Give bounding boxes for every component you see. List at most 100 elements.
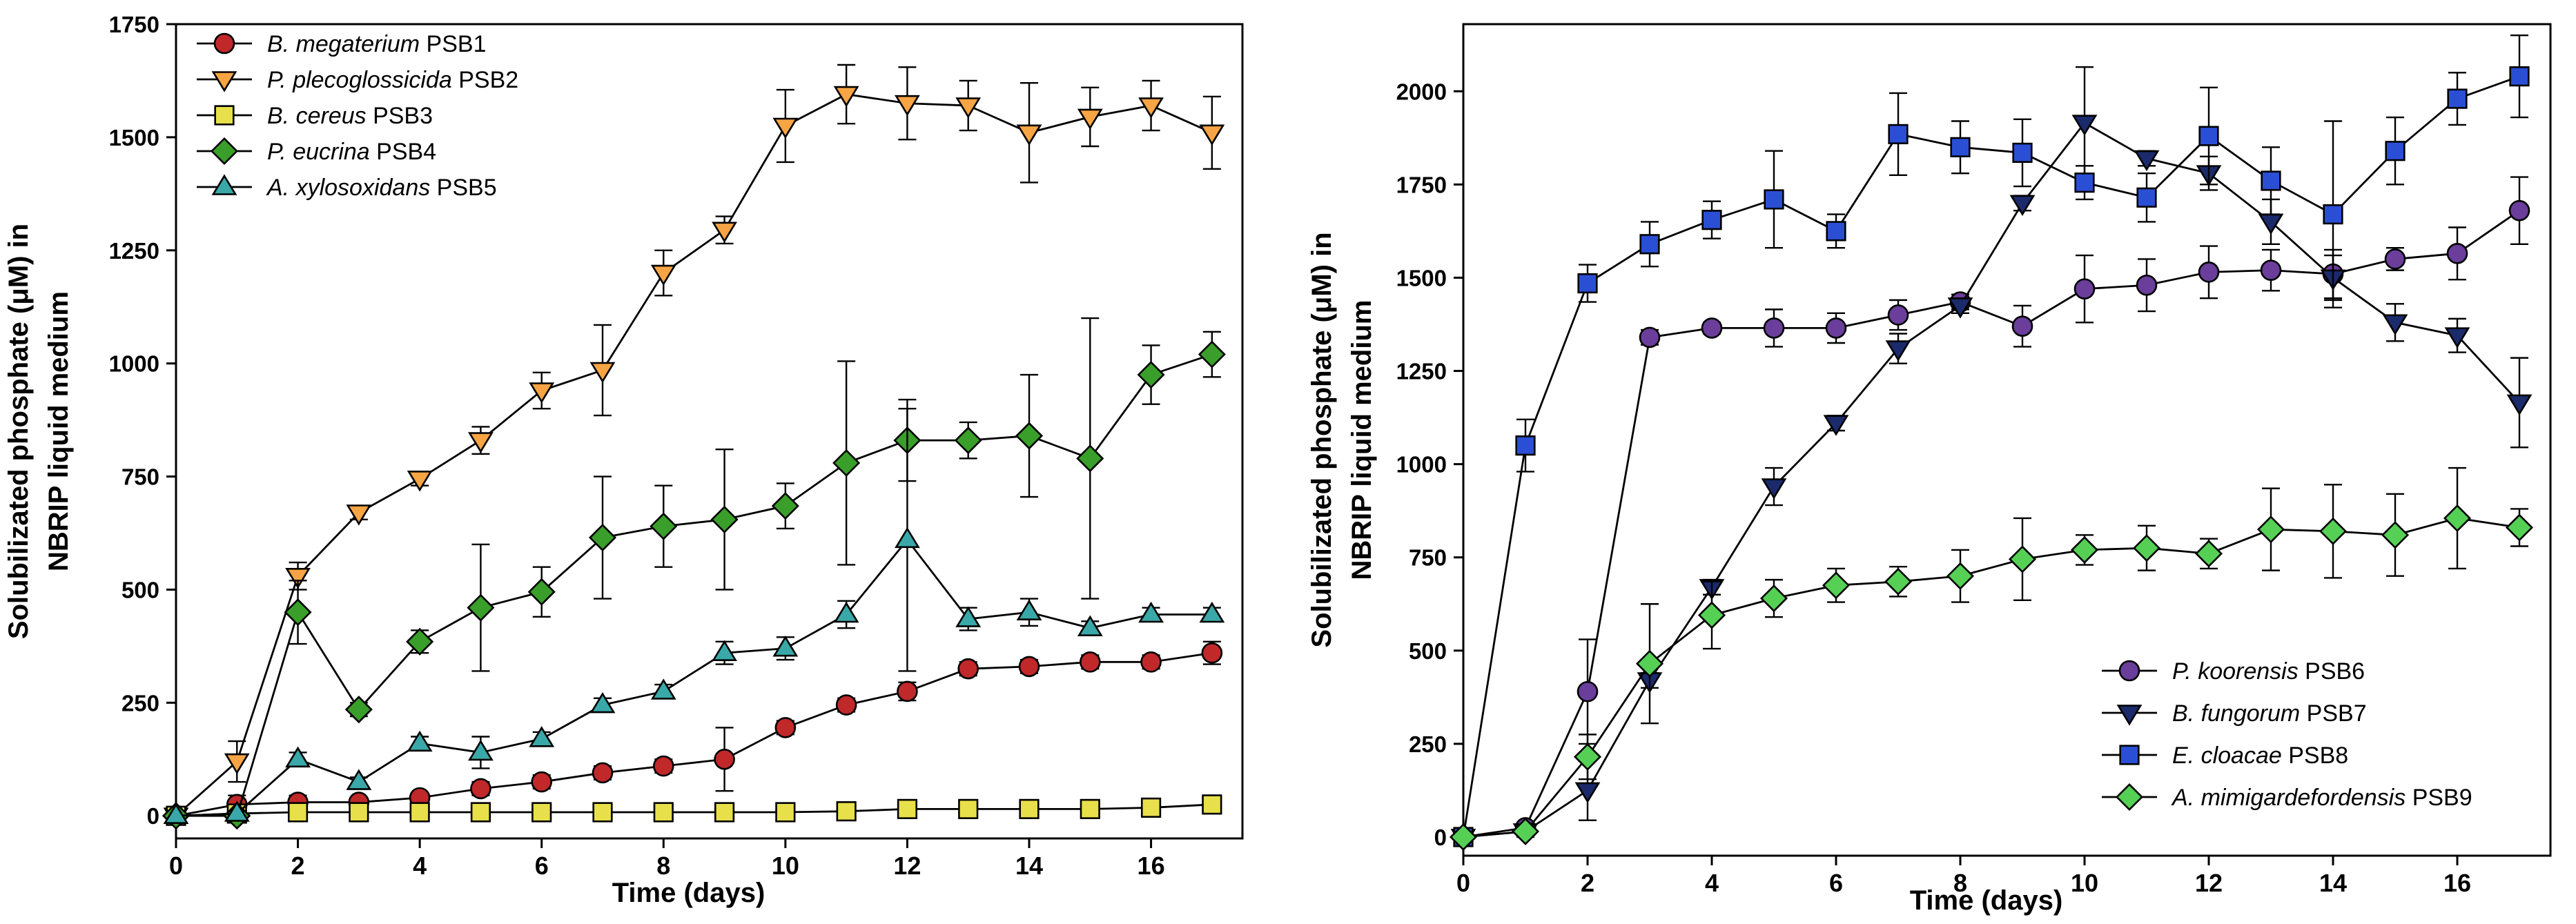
data-point [2508, 199, 2530, 222]
data-point [1015, 422, 1044, 450]
data-point [2258, 213, 2284, 235]
data-point [1201, 642, 1223, 664]
x-tick-label: 6 [535, 852, 549, 880]
data-point [285, 567, 311, 589]
series-PSB7 [1450, 66, 2533, 850]
y-tick-label: 1500 [109, 125, 159, 150]
series-line [1463, 210, 2520, 838]
legend-species: P. eucrina [267, 139, 370, 165]
x-tick-label: 10 [772, 852, 799, 880]
series-PSB6 [1452, 176, 2530, 848]
data-point [895, 95, 920, 117]
data-point [958, 798, 979, 819]
data-point [1764, 189, 1784, 210]
series-line [1462, 75, 2520, 838]
data-point [1701, 317, 1723, 339]
data-point [1950, 137, 1971, 157]
data-point [589, 362, 616, 384]
data-point [592, 802, 613, 823]
legend-label: B. fungorum PSB7 [2172, 700, 2367, 727]
legend-marker [211, 71, 237, 92]
x-tick-label: 4 [1705, 869, 1719, 897]
data-point [650, 678, 676, 700]
data-point [653, 802, 674, 823]
x-tick-label: 14 [2319, 869, 2347, 897]
data-point [836, 801, 857, 822]
legend-label: P. plecoglossicida PSB2 [267, 67, 518, 93]
legend-marker [2116, 705, 2143, 726]
series-line [176, 353, 1213, 817]
x-tick-label: 16 [2443, 869, 2471, 897]
legend-strain: PSB1 [420, 31, 486, 57]
data-point [2323, 204, 2343, 225]
x-tick-label: 0 [1456, 869, 1470, 897]
data-point [1138, 601, 1164, 623]
data-point [531, 802, 552, 823]
data-point [2447, 88, 2468, 109]
data-point [589, 691, 616, 714]
data-point [1697, 601, 1726, 629]
data-point [832, 449, 861, 477]
data-point [1822, 571, 1851, 600]
data-point [1077, 108, 1103, 130]
data-point [1761, 478, 1787, 500]
data-point [714, 748, 735, 770]
y-axis-label-line2: NBRIP liquid medium [1347, 300, 1377, 580]
data-point [2385, 141, 2406, 161]
legend-marker [2115, 783, 2144, 812]
data-point [1515, 435, 1536, 456]
series-line [175, 803, 1212, 817]
data-point [1449, 823, 1478, 852]
series-line [1463, 121, 2521, 838]
data-point [468, 739, 494, 761]
data-point [2198, 126, 2219, 146]
data-point [1639, 234, 1660, 255]
legend-marker [2118, 660, 2140, 682]
data-point [163, 803, 189, 825]
data-point [588, 524, 617, 552]
data-point [1759, 584, 1788, 613]
data-point [955, 97, 982, 119]
data-point [529, 726, 555, 747]
y-tick-label: 500 [1409, 638, 1447, 664]
legend-label: A. xylosoxidans PSB5 [266, 175, 497, 201]
data-point [957, 658, 979, 680]
series-PSB4 [162, 317, 1226, 830]
legend-species: E. cloacae [2172, 743, 2282, 769]
legend-species: A. mimigardefordensis [2171, 785, 2406, 811]
legend-strain: PSB6 [2299, 658, 2365, 685]
data-point [1079, 651, 1101, 673]
data-point [2256, 515, 2285, 544]
legend-species: B. fungorum [2172, 700, 2300, 727]
y-tick-label: 250 [121, 690, 159, 716]
x-tick-label: 4 [413, 852, 427, 880]
chart-panel-1: 0 2 4 6 8 10 12 14 16 0 250 500 750 1000 1250 1500 1750 T… [3, 12, 1244, 908]
data-point [409, 802, 430, 823]
legend-marker [211, 174, 237, 195]
data-point [2261, 170, 2281, 191]
data-point [531, 771, 553, 793]
data-point [895, 527, 920, 549]
data-point [2446, 243, 2468, 264]
plot-frame [1462, 23, 2552, 857]
legend-species: B. megaterium [267, 31, 420, 57]
data-point [1947, 297, 1973, 319]
data-point [1016, 599, 1042, 621]
x-axis-label: Time (days) [612, 878, 765, 908]
data-point [714, 802, 735, 823]
data-point [224, 800, 250, 822]
data-point [1763, 317, 1785, 339]
data-point [650, 512, 678, 540]
data-point [835, 694, 857, 716]
data-point [1577, 273, 1598, 294]
legend-label: B. cereus PSB3 [267, 103, 433, 129]
legend-label: E. cloacae PSB8 [2172, 743, 2348, 769]
legend-marker [210, 137, 239, 166]
data-point [2194, 540, 2223, 568]
data-point [2132, 534, 2161, 562]
data-point [774, 717, 797, 738]
data-point [2134, 150, 2160, 172]
data-point [529, 382, 555, 404]
data-point [470, 802, 491, 823]
data-point [1080, 798, 1100, 819]
